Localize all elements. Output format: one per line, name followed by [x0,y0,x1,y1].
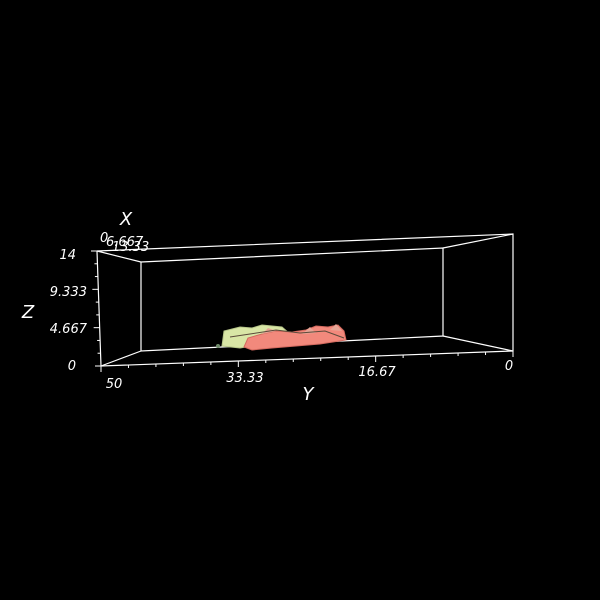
z-tick-label: 14 [59,248,76,263]
x-tick-label: 13.33 [112,240,149,255]
isosurface-dark-ridge [229,329,345,339]
y-axis-title: Y [303,384,316,405]
isosurface-group [216,324,347,351]
y-tick-label: 16.67 [358,365,396,380]
x-axis: 0 6.667 13.33 X [100,209,149,255]
x-tick-label: 0 [100,231,108,246]
x-tick-label: 6.667 [106,235,144,250]
y-tick-label: 33.33 [226,371,263,386]
z-tick-label: 9.333 [50,285,87,300]
z-axis: 14 9.333 4.667 0 Z [21,248,88,374]
z-tick-label: 4.667 [50,322,88,337]
z-tick-label: 0 [68,359,76,374]
y-tick-label: 0 [505,359,513,374]
z-axis-title: Z [21,302,35,323]
y-axis: 50 33.33 16.67 0 Y [106,359,513,405]
isosurface-dot [216,344,220,348]
y-axis-ticks [100,351,514,372]
x-axis-title: X [119,209,133,230]
z-axis-ticks [91,250,101,367]
y-tick-label: 50 [106,377,123,392]
